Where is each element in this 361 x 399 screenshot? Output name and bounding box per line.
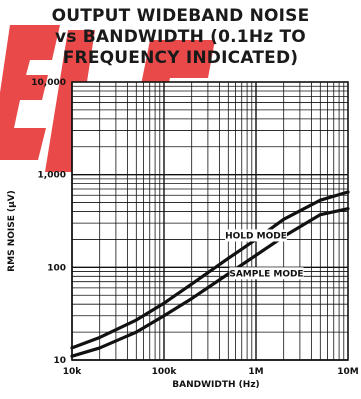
series-line-hold-mode	[70, 190, 350, 350]
chart-title-line-3: FREQUENCY INDICATED)	[62, 48, 299, 68]
y-tick-label: 100	[47, 263, 66, 273]
x-axis-label: BANDWIDTH (Hz)	[172, 380, 260, 390]
series-line-sample-mode	[70, 207, 350, 358]
plot-area	[72, 82, 348, 360]
annotation-bg	[225, 229, 287, 242]
annotation-label: HOLD MODE	[225, 231, 287, 241]
chart-title-line-1: OUTPUT WIDEBAND NOISE	[51, 6, 310, 26]
x-tick-label: 10M	[337, 367, 359, 377]
annotation-label: SAMPLE MODE	[229, 269, 303, 279]
y-tick-label: 1,000	[38, 171, 66, 181]
x-tick-label: 1M	[248, 367, 263, 377]
x-tick-label: 100k	[152, 367, 178, 377]
annotation-bg	[229, 267, 304, 280]
y-tick-label: 10	[53, 356, 66, 366]
y-tick-label: 10,000	[31, 78, 66, 88]
x-tick-label: 10k	[63, 367, 83, 377]
chart-title: OUTPUT WIDEBAND NOISE vs BANDWIDTH (0.1H…	[0, 6, 361, 69]
plot-frame	[71, 81, 349, 361]
chart-title-line-2: vs BANDWIDTH (0.1Hz TO	[55, 27, 306, 47]
y-axis-label: RMS NOISE (μV)	[7, 190, 17, 272]
